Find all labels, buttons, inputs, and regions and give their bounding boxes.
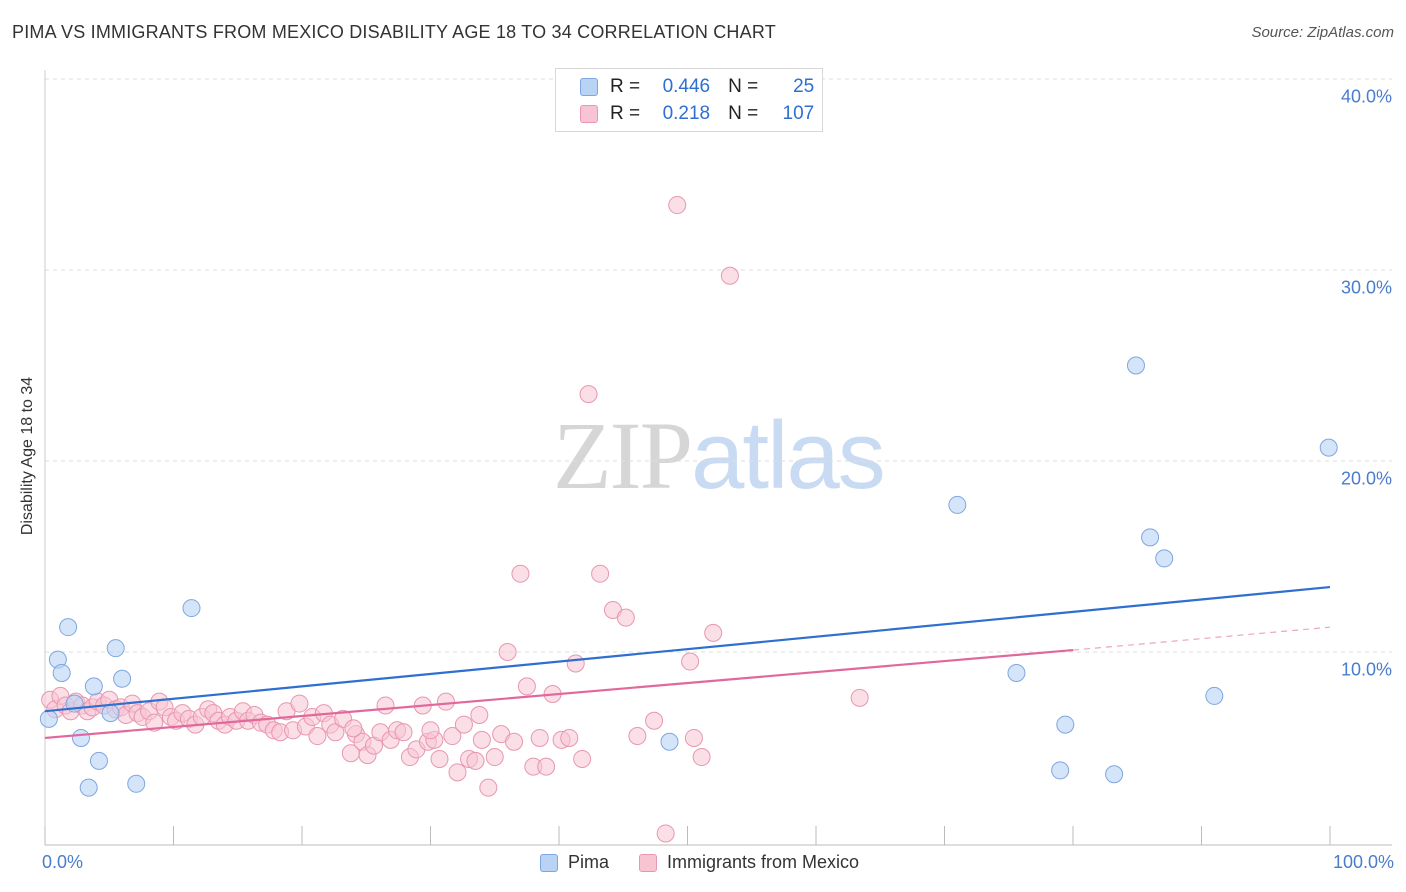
bottom-legend-label-mexico: Immigrants from Mexico — [667, 852, 860, 872]
legend: R = 0.446 N = 25 R = 0.218 N = 107 — [555, 68, 823, 132]
point-pima — [1319, 438, 1338, 457]
legend-swatch-mexico — [580, 105, 598, 123]
point-mexico — [591, 564, 610, 583]
point-pima — [113, 669, 132, 688]
point-mexico — [443, 727, 462, 746]
bottom-legend-label-pima: Pima — [568, 852, 610, 872]
point-mexico — [470, 706, 489, 725]
point-mexico — [628, 727, 647, 746]
trendline-pima — [44, 585, 1331, 713]
point-mexico — [326, 723, 345, 742]
point-mexico — [436, 692, 455, 711]
y-tick-label-30: 30.0% — [1340, 277, 1392, 298]
point-mexico — [394, 723, 413, 742]
point-pima — [182, 599, 201, 618]
point-pima — [89, 751, 108, 770]
point-pima — [71, 728, 90, 747]
legend-row-pima: R = 0.446 N = 25 — [580, 75, 814, 99]
legend-swatch-pima — [580, 78, 598, 96]
point-mexico — [479, 778, 498, 797]
point-mexico — [421, 721, 440, 740]
point-pima — [59, 618, 78, 637]
point-mexico — [530, 728, 549, 747]
point-mexico — [454, 715, 473, 734]
watermark: ZIPatlas — [553, 400, 886, 511]
point-mexico — [511, 564, 530, 583]
point-pima — [1007, 664, 1026, 683]
point-mexico — [684, 728, 703, 747]
point-mexico — [616, 608, 635, 627]
point-mexico — [376, 696, 395, 715]
point-mexico — [498, 643, 517, 661]
legend-n-value-pima: 25 — [793, 76, 815, 97]
trendline-mexico — [44, 648, 1074, 740]
point-pima — [1051, 761, 1070, 780]
point-pima — [79, 778, 98, 797]
point-mexico — [573, 749, 592, 768]
point-mexico — [145, 713, 164, 732]
legend-n-value-mexico: 107 — [782, 103, 815, 124]
point-mexico — [485, 748, 504, 767]
watermark-atlas: atlas — [691, 402, 886, 509]
bottom-legend-swatch-pima — [540, 853, 558, 872]
point-pima — [127, 774, 146, 793]
legend-n-label: N = — [728, 76, 759, 97]
legend-r-label: R = — [610, 76, 641, 97]
point-pima — [101, 704, 120, 723]
point-pima — [1105, 765, 1124, 784]
point-pima — [1205, 686, 1224, 705]
point-pima — [660, 732, 679, 751]
point-mexico — [692, 748, 711, 767]
point-pima — [1056, 715, 1075, 734]
point-mexico — [517, 677, 536, 696]
legend-r-value-mexico: 0.218 — [662, 103, 711, 124]
watermark-zip: ZIP — [553, 402, 693, 509]
point-mexico — [505, 732, 524, 751]
point-mexico — [645, 711, 664, 730]
point-pima — [1126, 356, 1145, 375]
point-mexico — [308, 727, 327, 746]
point-mexico — [704, 623, 723, 642]
point-mexico — [720, 266, 739, 285]
point-mexico — [472, 730, 491, 749]
point-mexico — [850, 688, 869, 707]
point-pima — [52, 664, 71, 683]
y-tick-label-40: 40.0% — [1340, 86, 1392, 107]
point-pima — [1155, 549, 1174, 568]
point-mexico — [656, 824, 675, 843]
x-tick-label-min: 0.0% — [42, 852, 84, 872]
source-label: Source: ZipAtlas.com — [1251, 24, 1394, 41]
point-pima — [948, 495, 967, 514]
point-mexico — [537, 757, 556, 776]
point-mexico — [344, 719, 363, 738]
point-mexico — [448, 763, 467, 782]
y-tick-label-10: 10.0% — [1340, 659, 1392, 680]
bottom-legend-swatch-mexico — [639, 853, 658, 872]
point-mexico — [668, 196, 687, 215]
point-mexico — [566, 654, 585, 673]
chart-title: PIMA VS IMMIGRANTS FROM MEXICO DISABILIT… — [12, 22, 776, 42]
point-mexico — [290, 694, 309, 713]
legend-r-label: R = — [610, 103, 641, 124]
point-mexico — [681, 652, 700, 671]
x-tick-label-max: 100.0% — [1332, 852, 1394, 872]
legend-r-value-pima: 0.446 — [662, 76, 711, 97]
point-mexico — [430, 749, 449, 768]
legend-n-label: N = — [728, 103, 759, 124]
bottom-legend: Pima Immigrants from Mexico — [540, 852, 859, 873]
legend-row-mexico: R = 0.218 N = 107 — [580, 102, 814, 126]
trendline-mexico-extension — [1072, 626, 1331, 651]
point-pima — [106, 639, 125, 658]
point-mexico — [466, 751, 485, 770]
point-pima — [1141, 528, 1160, 547]
point-pima — [39, 709, 58, 728]
y-tick-label-20: 20.0% — [1340, 468, 1392, 489]
point-pima — [84, 677, 103, 696]
point-mexico — [579, 385, 598, 404]
point-mexico — [560, 728, 579, 747]
